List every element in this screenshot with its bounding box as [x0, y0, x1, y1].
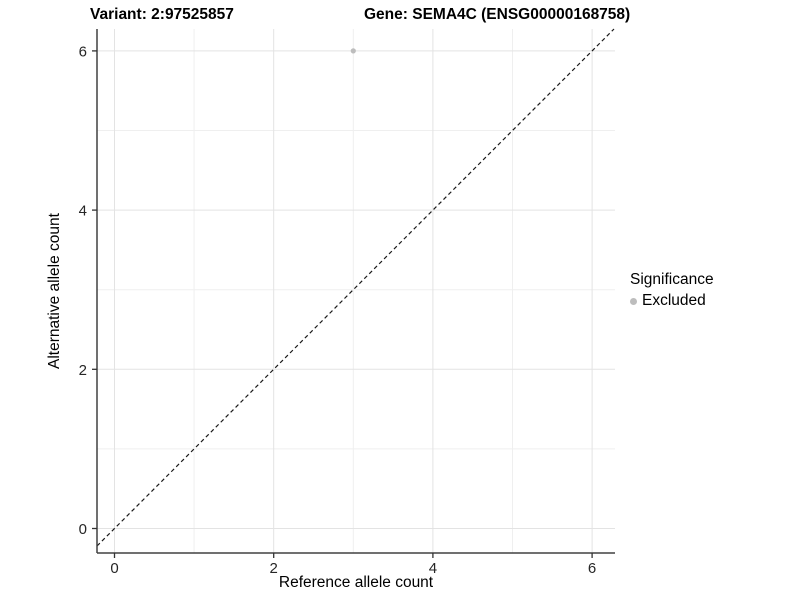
legend-title: Significance [630, 271, 714, 288]
x-tick-label: 0 [110, 560, 118, 577]
identity-reference-line [96, 28, 615, 547]
y-tick-label: 2 [79, 362, 87, 379]
y-tick-label: 0 [79, 521, 87, 538]
x-tick-label: 6 [588, 560, 596, 577]
x-axis-title: Reference allele count [278, 574, 434, 591]
y-tick-label: 6 [79, 43, 87, 60]
legend-entry-label: Excluded [642, 292, 706, 309]
legend-entry-excluded: Excluded [630, 292, 714, 310]
y-tick-label: 4 [79, 203, 87, 220]
dot-icon [630, 297, 637, 305]
plot-title-gene: Gene: SEMA4C (ENSG00000168758) [364, 6, 631, 23]
data-point [350, 48, 356, 54]
y-axis-title: Alternative allele count [46, 213, 63, 369]
x-tick-label: 2 [270, 560, 278, 577]
plot-title-variant: Variant: 2:97525857 [90, 6, 234, 23]
legend: Significance Excluded [630, 271, 714, 310]
x-tick-label: 4 [429, 560, 437, 577]
